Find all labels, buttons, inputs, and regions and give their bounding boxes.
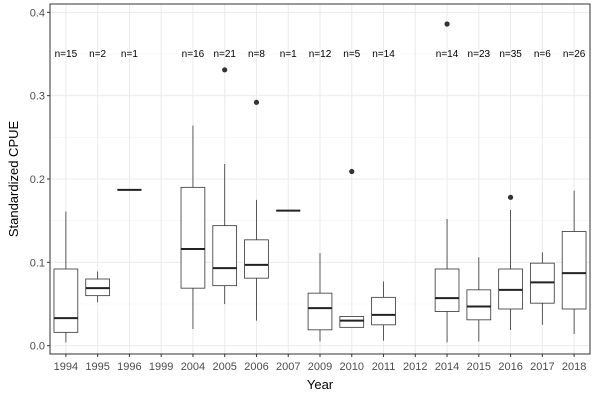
x-tick-label: 2010 [340,361,364,373]
x-tick-label: 2009 [308,361,332,373]
n-label: n=6 [534,49,551,60]
sample-size-labels: n=15 n=2 n=1 n=16 n=21 n=8 n=1 n=12 n=5 n=14 n=14 n… [55,49,586,60]
box-1994 [53,211,79,343]
axes: 0.0 0.1 0.2 0.3 0.4 1994 1995 1996 1999 2004 2005 2… [30,7,587,373]
x-tick-label: 2005 [212,361,236,373]
x-tick-label: 2011 [372,361,396,373]
y-tick-label: 0.1 [30,257,45,269]
y-tick-label: 0.4 [30,7,45,19]
box-2006 [244,99,269,321]
x-tick-label: 2007 [276,361,300,373]
n-label: n=21 [213,49,236,60]
x-tick-label: 2004 [181,361,205,373]
x-tick-label: 2017 [530,361,554,373]
n-label: n=23 [468,49,491,60]
n-label: n=15 [55,49,78,60]
n-label: n=8 [248,49,265,60]
y-tick-label: 0.2 [30,174,45,186]
box-2009 [307,253,333,342]
box-2005 [212,67,238,304]
n-label: n=2 [89,49,106,60]
x-tick-label: 2018 [562,361,586,373]
x-tick-label: 2006 [244,361,268,373]
x-tick-label: 1996 [117,361,141,373]
x-tick-label: 1999 [149,361,173,373]
iqr-box [180,186,206,289]
n-label: n=1 [121,49,138,60]
n-label: n=1 [280,49,297,60]
iqr-box [466,289,492,321]
outlier-point [444,21,450,27]
x-tick-label: 2014 [435,361,459,373]
box-2016 [498,194,523,330]
n-label: n=14 [372,49,395,60]
outlier-point [253,99,260,105]
box-2017 [530,252,555,325]
x-axis-title: Year [307,377,334,392]
n-label: n=14 [436,49,459,60]
iqr-box [434,268,460,312]
x-tick-label: 1994 [54,361,78,373]
box-2011 [371,281,396,341]
iqr-box [339,316,365,328]
y-axis-title: Standardized CPUE [6,121,21,238]
iqr-box [371,296,396,326]
x-tick-label: 1995 [85,361,109,373]
n-label: n=12 [309,49,332,60]
box-1995 [85,271,110,303]
iqr-box [53,268,79,333]
n-label: n=35 [499,49,522,60]
y-tick-label: 0.0 [30,341,45,353]
n-label: n=5 [343,49,360,60]
box-2014 [434,21,460,343]
x-tick-label: 2012 [403,361,427,373]
n-label: n=26 [563,49,586,60]
x-tick-label: 2015 [467,361,491,373]
iqr-box [244,239,269,279]
box-2004 [180,125,206,329]
iqr-box [307,292,333,331]
box-2018 [561,190,587,334]
x-tick-label: 2016 [498,361,522,373]
n-label: n=16 [182,49,205,60]
box-2015 [466,257,492,342]
box-2010 [339,168,365,328]
iqr-box [212,225,238,287]
outlier-point [349,168,355,175]
iqr-box [561,231,587,310]
outlier-point [222,67,228,73]
boxes [53,21,587,343]
y-tick-label: 0.3 [30,91,45,103]
outlier-point [507,194,514,200]
